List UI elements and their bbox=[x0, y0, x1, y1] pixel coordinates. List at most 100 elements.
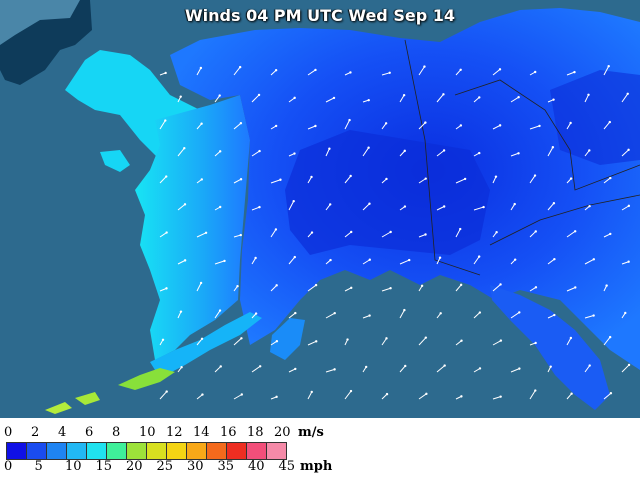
wind-arrow-head bbox=[385, 177, 388, 181]
wind-arrow bbox=[307, 125, 316, 130]
wind-arrow-head bbox=[609, 392, 613, 395]
wind-arrow-head bbox=[549, 365, 552, 368]
wind-arrow-head bbox=[627, 204, 631, 208]
color-swatch bbox=[207, 443, 227, 459]
wind-arrow bbox=[196, 232, 207, 238]
wind-arrow bbox=[362, 203, 370, 211]
wind-arrow bbox=[159, 232, 167, 238]
wind-arrow-head bbox=[350, 230, 353, 234]
wind-arrow bbox=[196, 338, 203, 346]
wind-arrow-head bbox=[477, 255, 481, 258]
ms-tick-label: 2 bbox=[31, 425, 40, 440]
wind-arrow bbox=[233, 122, 242, 130]
wind-arrow bbox=[621, 93, 629, 103]
wind-arrow bbox=[418, 178, 426, 184]
wind-arrow-head bbox=[294, 311, 297, 315]
wind-arrow-head bbox=[240, 337, 243, 340]
wind-arrow-head bbox=[534, 286, 538, 289]
wind-arrow bbox=[381, 338, 387, 346]
wind-arrow bbox=[233, 337, 242, 346]
wind-arrow-head bbox=[553, 257, 556, 261]
wind-arrow-head bbox=[364, 365, 368, 369]
wind-arrow-head bbox=[199, 281, 203, 285]
wind-arrow-head bbox=[518, 367, 521, 370]
wind-arrow bbox=[214, 95, 221, 103]
wind-arrow bbox=[418, 393, 427, 400]
wind-arrow-head bbox=[533, 174, 537, 177]
wind-arrow-head bbox=[588, 149, 591, 152]
mph-tick-label: 15 bbox=[95, 459, 113, 474]
wind-arrow-head bbox=[367, 98, 370, 102]
wind-arrow-head bbox=[389, 230, 392, 234]
wind-arrow-head bbox=[570, 392, 573, 395]
wind-arrow-head bbox=[223, 259, 226, 263]
ms-tick-label: 8 bbox=[112, 425, 121, 440]
wind-arrow-head bbox=[424, 336, 428, 339]
wind-arrow-head bbox=[513, 258, 517, 261]
wind-arrow-head bbox=[443, 364, 446, 367]
wind-arrow-head bbox=[588, 204, 591, 208]
wind-arrow-head bbox=[199, 66, 203, 70]
wind-arrow bbox=[214, 366, 222, 373]
wind-arrow bbox=[584, 258, 595, 265]
wind-arrow-head bbox=[403, 205, 407, 208]
color-swatch bbox=[7, 443, 27, 459]
wind-arrow-head bbox=[165, 287, 168, 290]
wind-arrow bbox=[381, 72, 390, 76]
wind-arrow-head bbox=[552, 202, 556, 205]
wind-arrow-head bbox=[183, 259, 187, 262]
wind-arrow bbox=[547, 202, 555, 211]
color-swatch bbox=[27, 443, 47, 459]
wind-arrow-head bbox=[310, 231, 314, 234]
wind-arrow-head bbox=[573, 70, 576, 74]
wind-arrow-head bbox=[368, 314, 371, 317]
wind-arrow bbox=[307, 340, 317, 346]
color-scale-bar bbox=[6, 442, 287, 460]
ms-tick-label: 20 bbox=[274, 425, 291, 440]
wind-arrow-head bbox=[423, 65, 426, 68]
wind-arrow bbox=[399, 94, 405, 103]
wind-arrow-head bbox=[605, 284, 608, 287]
wind-arrow-head bbox=[608, 335, 612, 339]
wind-arrow bbox=[603, 177, 611, 184]
wind-arrow bbox=[251, 206, 260, 211]
wind-arrow-head bbox=[239, 178, 243, 181]
wind-arrow-head bbox=[499, 395, 502, 398]
wind-arrow-head bbox=[293, 96, 296, 100]
color-swatch bbox=[267, 443, 286, 459]
wind-arrow-head bbox=[179, 310, 183, 313]
wind-arrow bbox=[399, 259, 410, 265]
wind-arrow bbox=[196, 67, 202, 76]
wind-arrow-head bbox=[552, 98, 555, 101]
wind-arrow-head bbox=[517, 96, 520, 99]
wind-arrow-head bbox=[587, 93, 590, 97]
wind-arrow bbox=[621, 364, 630, 373]
wind-arrow bbox=[159, 120, 166, 130]
wind-arrow bbox=[177, 203, 186, 211]
wind-arrow-head bbox=[349, 389, 353, 393]
wind-arrow bbox=[603, 392, 612, 400]
color-swatch bbox=[167, 443, 187, 459]
wind-arrow-head bbox=[408, 258, 411, 262]
wind-arrow-head bbox=[438, 256, 442, 259]
wind-arrow bbox=[529, 125, 540, 130]
wind-arrow-head bbox=[201, 393, 204, 396]
color-swatch bbox=[47, 443, 67, 459]
wind-arrow-head bbox=[275, 395, 278, 399]
wind-arrow-head bbox=[368, 258, 371, 261]
wind-arrow-head bbox=[442, 93, 445, 96]
wind-arrow-head bbox=[293, 152, 296, 155]
color-swatch bbox=[87, 443, 107, 459]
wind-arrow-head bbox=[478, 311, 482, 314]
wind-arrow-head bbox=[592, 314, 595, 317]
wind-arrow bbox=[344, 175, 352, 184]
wind-arrow bbox=[603, 336, 611, 346]
wind-arrow bbox=[529, 390, 536, 400]
wind-arrow bbox=[492, 68, 501, 76]
ms-tick-label: 6 bbox=[85, 425, 94, 440]
mph-tick-label: 5 bbox=[34, 459, 43, 474]
wind-arrow-head bbox=[478, 151, 481, 155]
wind-arrow-head bbox=[368, 202, 371, 205]
wind-arrow bbox=[399, 309, 405, 319]
ms-tick-label: 4 bbox=[58, 425, 67, 440]
